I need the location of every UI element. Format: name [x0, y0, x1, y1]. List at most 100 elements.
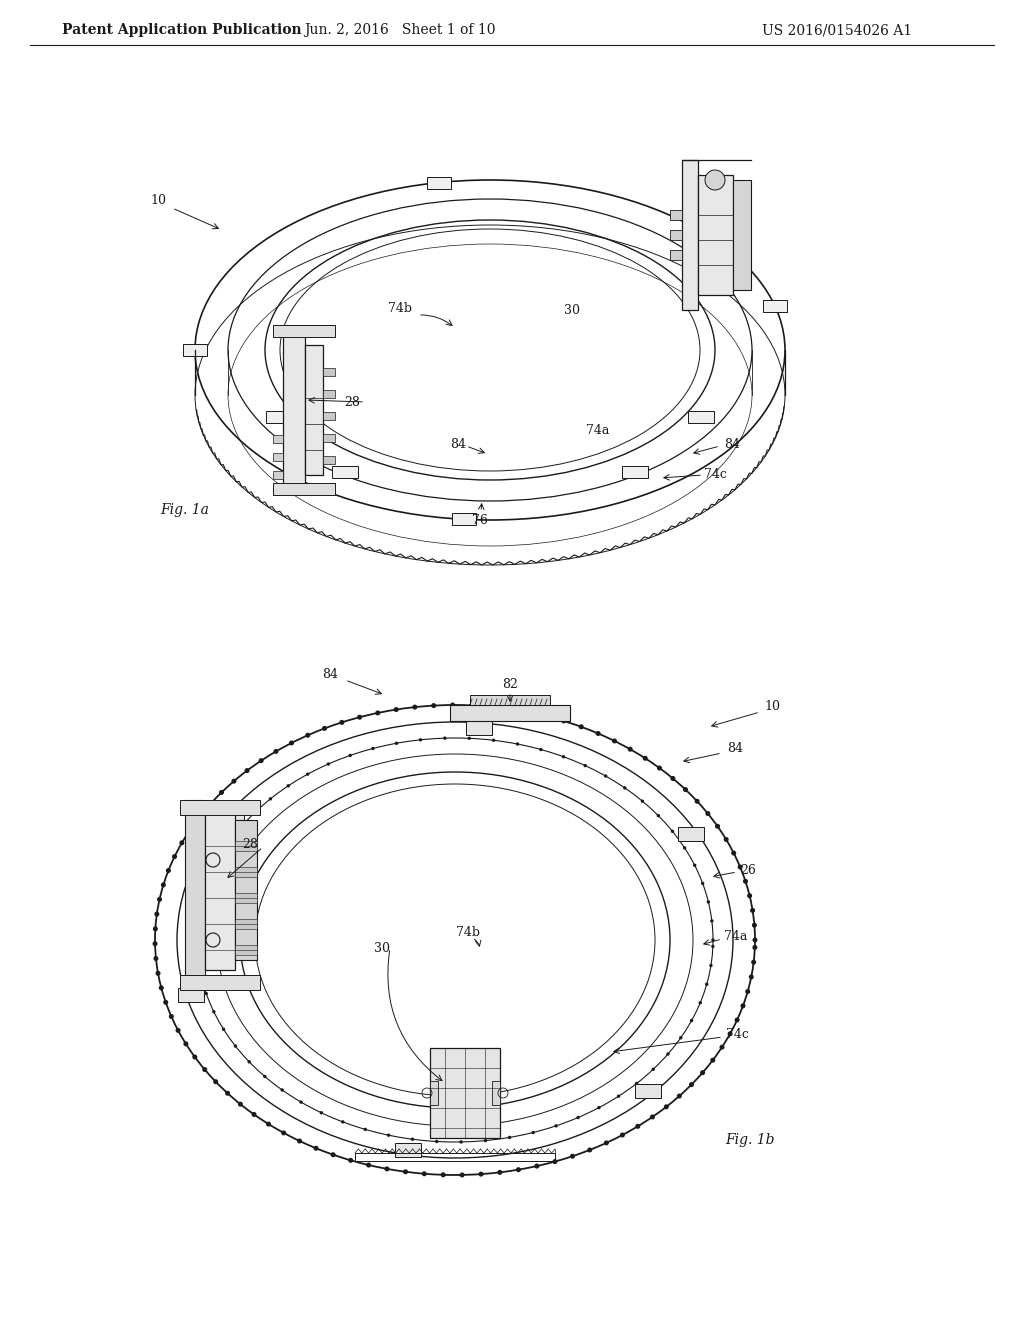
Bar [205, 810, 234, 970]
Text: 74c: 74c [703, 469, 726, 482]
Text: 10: 10 [764, 700, 780, 713]
Circle shape [693, 865, 695, 866]
Circle shape [164, 1001, 168, 1005]
Circle shape [200, 974, 202, 975]
Circle shape [507, 708, 511, 710]
Circle shape [712, 939, 714, 941]
Circle shape [252, 1113, 256, 1117]
Circle shape [387, 1134, 389, 1137]
Circle shape [617, 1096, 620, 1097]
Circle shape [365, 1129, 367, 1130]
Circle shape [588, 1148, 592, 1152]
Text: Fig. 1b: Fig. 1b [725, 1133, 775, 1147]
Bar [430, 1048, 500, 1138]
Bar [180, 975, 260, 990]
Text: 84: 84 [727, 742, 743, 755]
Circle shape [288, 785, 290, 787]
Circle shape [266, 1122, 270, 1126]
Circle shape [705, 170, 725, 190]
Circle shape [154, 942, 157, 945]
Circle shape [470, 704, 473, 708]
Bar [355, 1152, 555, 1162]
Circle shape [441, 1173, 445, 1176]
Bar [234, 919, 257, 929]
Circle shape [328, 763, 330, 766]
Circle shape [650, 1115, 654, 1119]
Bar [466, 721, 492, 735]
Circle shape [498, 1171, 502, 1175]
Circle shape [745, 990, 750, 994]
Circle shape [460, 1140, 462, 1143]
Bar [265, 411, 292, 422]
Bar [180, 800, 260, 814]
Bar [323, 455, 335, 465]
Circle shape [213, 1011, 215, 1012]
Circle shape [710, 965, 712, 966]
Circle shape [395, 742, 397, 744]
Circle shape [684, 788, 687, 792]
Circle shape [282, 1131, 286, 1135]
Circle shape [643, 756, 647, 760]
Bar [682, 160, 698, 310]
Circle shape [306, 734, 309, 737]
Bar [688, 411, 715, 422]
Circle shape [708, 902, 710, 903]
Circle shape [349, 1159, 352, 1162]
Circle shape [208, 803, 212, 807]
Circle shape [443, 737, 445, 739]
Circle shape [624, 787, 626, 789]
Circle shape [248, 1061, 250, 1063]
Circle shape [205, 993, 207, 994]
Circle shape [461, 1173, 464, 1176]
Bar [453, 513, 476, 525]
Circle shape [160, 986, 163, 990]
Circle shape [220, 791, 223, 795]
Circle shape [239, 828, 241, 829]
Circle shape [724, 838, 728, 841]
Bar [763, 300, 787, 312]
Circle shape [578, 1117, 580, 1118]
Circle shape [394, 708, 398, 711]
Bar [427, 177, 451, 189]
Bar [323, 412, 335, 420]
Bar [305, 345, 323, 475]
Bar [679, 826, 705, 841]
Bar [183, 345, 207, 356]
Circle shape [423, 1172, 426, 1176]
Bar [273, 436, 283, 444]
Circle shape [684, 847, 686, 849]
Bar [394, 1143, 421, 1156]
Circle shape [732, 851, 735, 855]
Circle shape [269, 797, 271, 800]
Text: 30: 30 [374, 941, 390, 954]
Circle shape [234, 1045, 237, 1047]
Circle shape [184, 1041, 187, 1045]
Text: Patent Application Publication: Patent Application Publication [62, 22, 302, 37]
Bar [234, 820, 257, 960]
Circle shape [435, 1140, 437, 1143]
Bar [733, 180, 751, 290]
Text: 74c: 74c [726, 1028, 749, 1041]
Circle shape [711, 920, 713, 921]
Circle shape [170, 1015, 173, 1018]
Text: 74a: 74a [587, 424, 609, 437]
Text: 28: 28 [344, 396, 360, 408]
Circle shape [706, 812, 710, 816]
Text: 84: 84 [322, 668, 338, 681]
Circle shape [274, 750, 278, 754]
Circle shape [712, 945, 714, 948]
Bar [333, 466, 358, 478]
Circle shape [180, 841, 183, 845]
Circle shape [198, 814, 202, 818]
Circle shape [357, 715, 361, 719]
Circle shape [671, 776, 675, 780]
Circle shape [743, 879, 748, 883]
Circle shape [385, 1167, 389, 1171]
Circle shape [532, 1131, 535, 1134]
Circle shape [699, 1002, 701, 1003]
Circle shape [188, 828, 193, 832]
Circle shape [197, 954, 199, 957]
Circle shape [162, 883, 165, 887]
Bar [635, 1084, 662, 1098]
Text: Jun. 2, 2016   Sheet 1 of 10: Jun. 2, 2016 Sheet 1 of 10 [304, 22, 496, 37]
